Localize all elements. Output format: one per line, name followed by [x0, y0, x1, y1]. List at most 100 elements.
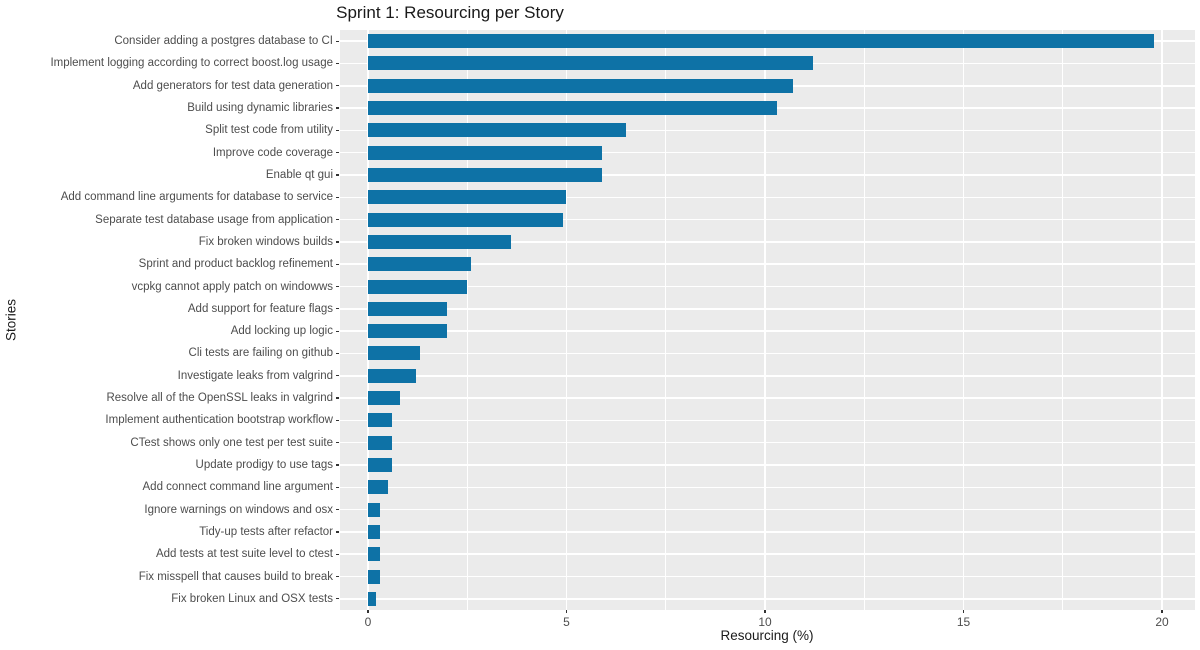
- x-tick-label: 10: [758, 615, 772, 629]
- x-tick-label: 5: [563, 615, 570, 629]
- x-tick-label: 0: [364, 615, 372, 629]
- y-tick-label: Improve code coverage: [212, 146, 333, 159]
- row-gridline: [340, 218, 1195, 221]
- y-tick-mark: [336, 531, 339, 533]
- x-tick-mark: [367, 610, 369, 613]
- y-tick-mark: [336, 241, 339, 243]
- minor-gridline: [1062, 30, 1064, 610]
- row-gridline: [340, 129, 1195, 132]
- y-tick-label: Add command line arguments for database …: [60, 191, 333, 204]
- row-gridline: [340, 397, 1195, 399]
- minor-gridline: [863, 30, 865, 610]
- row-gridline: [340, 486, 1195, 489]
- y-tick-mark: [336, 464, 339, 466]
- y-tick-label: Add tests at test suite level to ctest: [155, 548, 333, 561]
- bar: [367, 435, 392, 450]
- y-tick-mark: [336, 196, 339, 198]
- y-tick-mark: [336, 486, 339, 488]
- bar: [367, 212, 563, 227]
- y-tick-label: Update prodigy to use tags: [195, 459, 333, 471]
- bar: [367, 368, 416, 383]
- bar: [367, 279, 468, 294]
- major-gridline: [962, 30, 965, 610]
- y-tick-mark: [336, 152, 339, 154]
- y-tick-mark: [336, 62, 339, 65]
- bar: [367, 480, 388, 495]
- y-tick-mark: [336, 285, 339, 288]
- bar: [367, 547, 380, 562]
- row-gridline: [340, 374, 1195, 377]
- y-tick-label: Fix broken windows builds: [198, 235, 333, 248]
- row-gridline: [340, 352, 1195, 355]
- y-tick-mark: [336, 85, 339, 87]
- bar: [367, 346, 420, 361]
- bar: [367, 78, 793, 93]
- y-tick-mark: [336, 40, 339, 42]
- y-tick-mark: [336, 598, 339, 600]
- bar: [367, 123, 627, 138]
- bar: [367, 257, 472, 272]
- y-tick-mark: [336, 397, 339, 399]
- bar: [367, 190, 567, 205]
- y-tick-label: Fix broken Linux and OSX tests: [171, 592, 333, 605]
- y-tick-mark: [336, 575, 339, 578]
- bar: [367, 56, 813, 71]
- major-gridline: [367, 30, 369, 610]
- bar: [367, 502, 380, 517]
- major-gridline: [1161, 30, 1163, 610]
- y-tick-mark: [336, 419, 339, 421]
- bar: [367, 591, 376, 606]
- row-gridline: [340, 151, 1195, 154]
- row-gridline: [340, 464, 1195, 466]
- row-gridline: [340, 330, 1195, 332]
- y-tick-label: Split test code from utility: [205, 124, 333, 137]
- x-tick-label: 20: [1155, 615, 1169, 629]
- row-gridline: [340, 575, 1195, 578]
- plot-panel: [340, 30, 1195, 610]
- y-tick-label: CTest shows only one test per test suite: [130, 436, 333, 449]
- bar: [367, 101, 777, 116]
- bar: [367, 524, 380, 539]
- y-tick-mark: [336, 352, 339, 355]
- y-tick-label: Add support for feature flags: [187, 302, 333, 315]
- x-tick-mark: [764, 610, 766, 613]
- row-gridline: [340, 553, 1195, 556]
- minor-gridline: [466, 30, 468, 610]
- bar: [367, 301, 448, 316]
- y-tick-label: Ignore warnings on windows and osx: [144, 503, 333, 516]
- bar: [367, 391, 400, 406]
- chart-title: Sprint 1: Resourcing per Story: [336, 3, 564, 22]
- row-gridline: [340, 308, 1195, 310]
- y-tick-label: vcpkg cannot apply patch on windowws: [131, 280, 333, 293]
- y-tick-label: Implement logging according to correct b…: [50, 57, 333, 70]
- bar: [367, 34, 1155, 49]
- y-tick-mark: [336, 308, 339, 310]
- bar: [367, 458, 392, 472]
- y-tick-label: Add generators for test data generation: [132, 79, 333, 92]
- y-tick-label: Add connect command line argument: [142, 481, 334, 494]
- y-tick-label: Fix misspell that causes build to break: [138, 570, 333, 583]
- y-tick-mark: [336, 553, 339, 555]
- x-tick-label: 15: [956, 615, 971, 629]
- row-gridline: [340, 508, 1195, 511]
- y-tick-mark: [336, 442, 339, 444]
- bar: [367, 234, 511, 249]
- y-tick-label: Implement authentication bootstrap workf…: [105, 414, 333, 427]
- bar: [367, 324, 448, 339]
- y-tick-label: Enable qt gui: [265, 169, 333, 181]
- y-tick-mark: [336, 174, 339, 176]
- y-tick-mark: [336, 107, 339, 109]
- x-tick-mark: [565, 610, 568, 613]
- major-gridline: [764, 30, 766, 610]
- y-tick-label: Sprint and product backlog refinement: [138, 258, 333, 271]
- y-tick-label: Separate test database usage from applic…: [95, 213, 333, 226]
- y-tick-label: Resolve all of the OpenSSL leaks in valg…: [106, 392, 333, 405]
- y-tick-mark: [336, 509, 339, 511]
- row-gridline: [340, 196, 1195, 199]
- y-tick-mark: [336, 129, 339, 131]
- minor-gridline: [665, 30, 667, 610]
- row-gridline: [340, 241, 1195, 243]
- row-gridline: [340, 174, 1195, 176]
- y-tick-mark: [336, 375, 339, 377]
- bar: [367, 413, 392, 428]
